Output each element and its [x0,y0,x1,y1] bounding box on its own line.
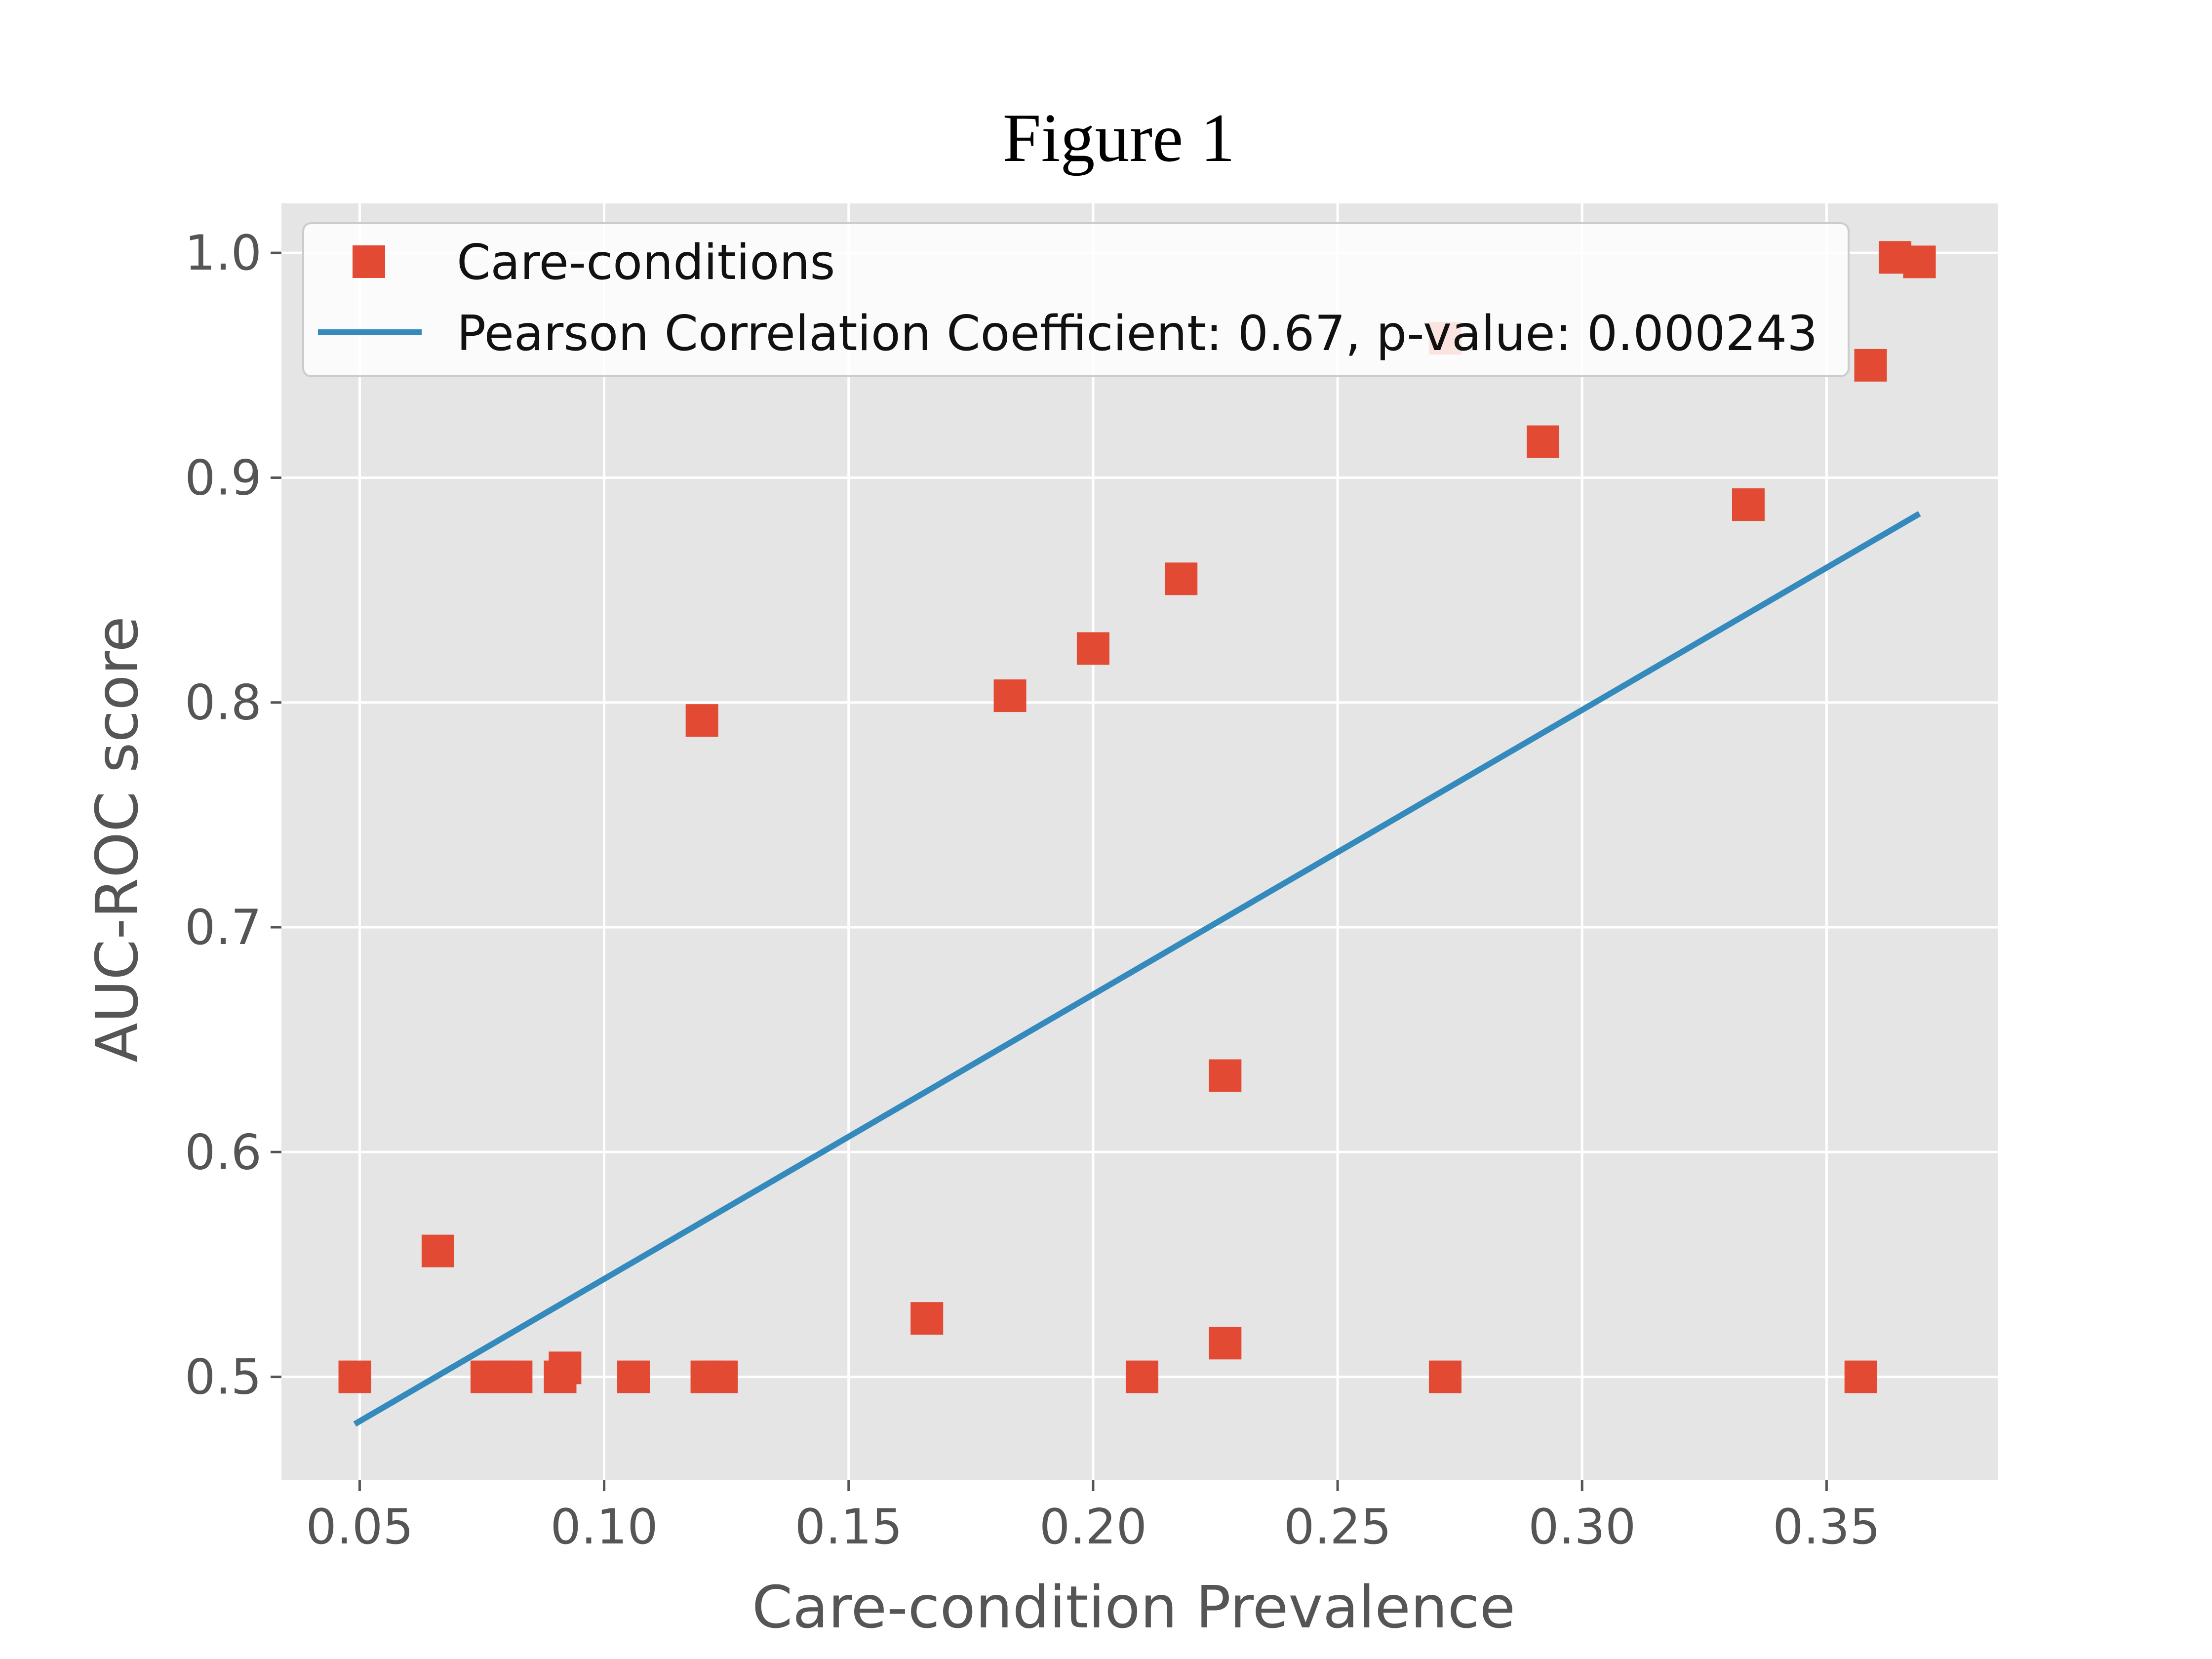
plot-area [281,203,1998,1480]
data-point [421,1234,454,1267]
data-point [705,1360,738,1393]
x-tick-label: 0.05 [306,1499,413,1555]
legend-marker-square [353,245,385,278]
x-tick-label: 0.35 [1773,1499,1880,1555]
data-point [617,1360,650,1393]
data-point [1903,245,1936,278]
legend-entry-scatter: Care-conditions [457,235,835,291]
y-tick-label: 0.7 [185,900,262,956]
legend-entry-fit-line: Pearson Correlation Coefficient: 0.67, p… [457,306,1818,362]
y-axis-ticks: 0.5 0.6 0.7 0.8 0.9 1.0 [185,225,281,1406]
data-point [1732,488,1765,521]
data-point [1076,632,1109,665]
legend-box [302,222,1850,377]
y-tick-label: 1.0 [185,225,262,281]
fit-line [353,511,1921,1427]
data-point [910,1302,944,1335]
data-point [1125,1360,1158,1393]
data-point [1165,562,1198,595]
data-point [685,704,718,737]
data-point [1428,1360,1462,1393]
chart-title: Figure 1 [1003,100,1235,176]
legend: Care-conditions Pearson Correlation Coef… [302,222,1850,377]
x-tick-label: 0.30 [1528,1499,1636,1555]
y-tick-label: 0.5 [185,1349,262,1406]
data-point [1854,349,1887,382]
fit-line-series [353,511,1921,1427]
data-point [1209,1059,1242,1092]
x-tick-label: 0.25 [1284,1499,1391,1555]
y-tick-label: 0.9 [185,450,262,506]
data-point [1209,1327,1242,1360]
data-point [1844,1360,1877,1393]
x-tick-label: 0.10 [551,1499,658,1555]
x-tick-label: 0.15 [795,1499,903,1555]
x-axis-label: Care-condition Prevalence [752,1573,1515,1641]
y-tick-label: 0.8 [185,675,262,731]
x-tick-label: 0.20 [1039,1499,1147,1555]
y-axis-label: AUC-ROC score [83,616,151,1063]
y-tick-label: 0.6 [185,1124,262,1181]
data-point [993,679,1027,712]
data-point [500,1360,533,1393]
data-point [338,1360,371,1393]
data-point [549,1351,582,1384]
x-axis-ticks: 0.05 0.10 0.15 0.20 0.25 0.30 0.35 [306,1480,1880,1555]
data-point [1527,425,1560,458]
